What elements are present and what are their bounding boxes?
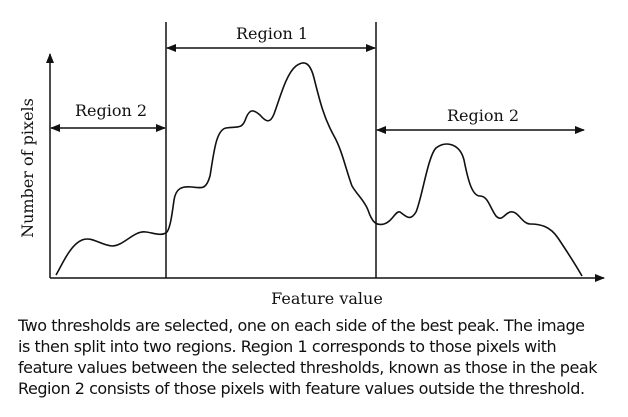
caption-line: is then split into two regions. Region 1… [18, 337, 557, 356]
histogram-curve [55, 62, 583, 277]
figure-caption: Two thresholds are selected, one on each… [18, 315, 624, 399]
caption-line: Two thresholds are selected, one on each… [18, 316, 585, 335]
caption-line: feature values between the selected thre… [18, 358, 598, 377]
x-axis-label: Feature value [271, 289, 383, 308]
caption-line: Region 2 consists of those pixels with f… [18, 379, 585, 398]
histogram-diagram: Number of pixels Feature value Region 2 … [18, 22, 605, 308]
region-1-label: Region 1 [236, 24, 308, 43]
region-2-left-label: Region 2 [75, 101, 147, 120]
region-2-right-label: Region 2 [447, 106, 519, 125]
y-axis-label: Number of pixels [18, 98, 37, 238]
